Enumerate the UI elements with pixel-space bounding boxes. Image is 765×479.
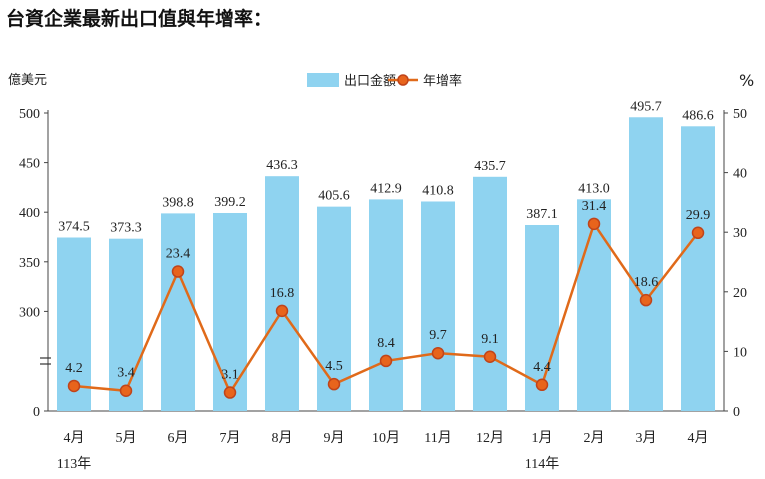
bar-value-label: 405.6 (318, 189, 350, 204)
y-left-tick-label: 450 (19, 157, 40, 172)
bar-value-label: 374.5 (58, 219, 90, 234)
line-point (171, 265, 185, 278)
line-value-label: 9.1 (481, 332, 499, 347)
x-tick-label: 2月 (584, 430, 605, 446)
x-tick-label: 4月 (64, 430, 85, 446)
x-tick-label: 7月 (220, 430, 241, 446)
bar (629, 117, 663, 412)
x-tick-label: 3月 (636, 430, 657, 446)
bar (421, 201, 455, 411)
bar (161, 213, 195, 411)
y-right-tick-label: 40 (733, 167, 747, 182)
x-tick-label: 4月 (688, 430, 709, 446)
bar (317, 206, 351, 411)
line-series (67, 217, 705, 399)
bar-value-label: 436.3 (266, 158, 298, 173)
line-value-label: 4.2 (65, 361, 83, 376)
legend-bar-label: 出口金額 (344, 73, 396, 89)
legend-bar-swatch (307, 73, 339, 87)
x-tick-label: 12月 (476, 430, 504, 446)
x-tick-label: 1月 (532, 430, 553, 446)
legend-line-label: 年增率 (423, 73, 462, 89)
line-point (691, 226, 705, 240)
x-tick-sublabel: 114年 (525, 456, 559, 472)
bar (473, 176, 507, 411)
legend: 出口金額 年增率 (307, 73, 462, 89)
bar-value-label: 399.2 (214, 195, 246, 210)
axes-group: 0 300 350 400 450 500 0 10 20 30 40 50 億美元 % 4月 113年 5月 6… (8, 71, 754, 472)
x-tick-label: 11月 (424, 430, 451, 446)
bar-value-label: 435.7 (474, 159, 506, 174)
y-right-tick-label: 10 (733, 345, 747, 360)
y-left-unit-label: 億美元 (8, 72, 47, 88)
line-point (327, 377, 341, 391)
line-point (535, 378, 549, 392)
bar (265, 176, 299, 411)
x-tick-label: 5月 (116, 430, 137, 446)
bar-value-label: 410.8 (422, 183, 454, 198)
line-value-label: 31.4 (582, 199, 607, 214)
bar (369, 199, 403, 411)
y-left-tick-label: 400 (19, 206, 40, 221)
bar-value-label: 495.7 (630, 99, 662, 114)
y-right-tick-label: 50 (733, 107, 747, 122)
x-tick-label: 9月 (324, 430, 345, 446)
y-right-tick-label: 30 (733, 226, 747, 241)
bar (681, 126, 715, 412)
line-point (223, 386, 237, 399)
y-right-tick-label: 0 (733, 405, 740, 420)
line-point (587, 217, 601, 231)
line-value-label: 3.1 (221, 368, 239, 383)
bar-value-label: 373.3 (110, 221, 142, 236)
line-value-label: 18.6 (634, 275, 659, 290)
legend-line-marker (397, 74, 409, 86)
y-left-tick-label: 500 (19, 107, 40, 122)
x-tick-sublabel: 113年 (57, 456, 91, 472)
line-value-label: 4.5 (325, 359, 343, 374)
x-tick-label: 8月 (272, 430, 293, 446)
line-value-label: 3.4 (117, 366, 135, 381)
bar-value-label: 398.8 (162, 195, 194, 210)
bar-value-label: 413.0 (578, 181, 610, 196)
line-value-label: 9.7 (429, 328, 447, 343)
page-title: 台資企業最新出口值與年增率： (6, 8, 273, 30)
line-value-label: 4.4 (533, 360, 551, 375)
x-tick-label: 10月 (372, 430, 400, 446)
line-point (119, 384, 133, 397)
line-point (483, 350, 497, 364)
line-point (379, 354, 393, 368)
bar (577, 199, 611, 411)
bar-value-label: 387.1 (526, 207, 558, 222)
line-value-label: 16.8 (270, 286, 295, 301)
y-left-tick-label: 0 (33, 405, 40, 420)
x-tick-label: 6月 (168, 430, 189, 446)
data-labels: 374.5 373.3 398.8 399.2 436.3 405.6 412.9 410.8… (58, 99, 714, 382)
line-value-label: 23.4 (166, 247, 191, 262)
line-value-label: 29.9 (686, 208, 711, 223)
y-left-tick-label: 350 (19, 256, 40, 271)
y-right-unit-label: % (739, 71, 754, 90)
line-point (431, 346, 445, 360)
y-left-tick-label: 300 (19, 305, 40, 320)
y-right-tick-label: 20 (733, 286, 747, 301)
bar-value-label: 412.9 (370, 181, 402, 196)
line-point (67, 379, 81, 393)
bar-value-label: 486.6 (682, 108, 714, 123)
bar-series (57, 117, 715, 412)
bar (109, 238, 143, 411)
line-value-label: 8.4 (377, 336, 395, 351)
line-point (275, 304, 289, 318)
bar (213, 212, 247, 411)
line-point (639, 293, 653, 307)
